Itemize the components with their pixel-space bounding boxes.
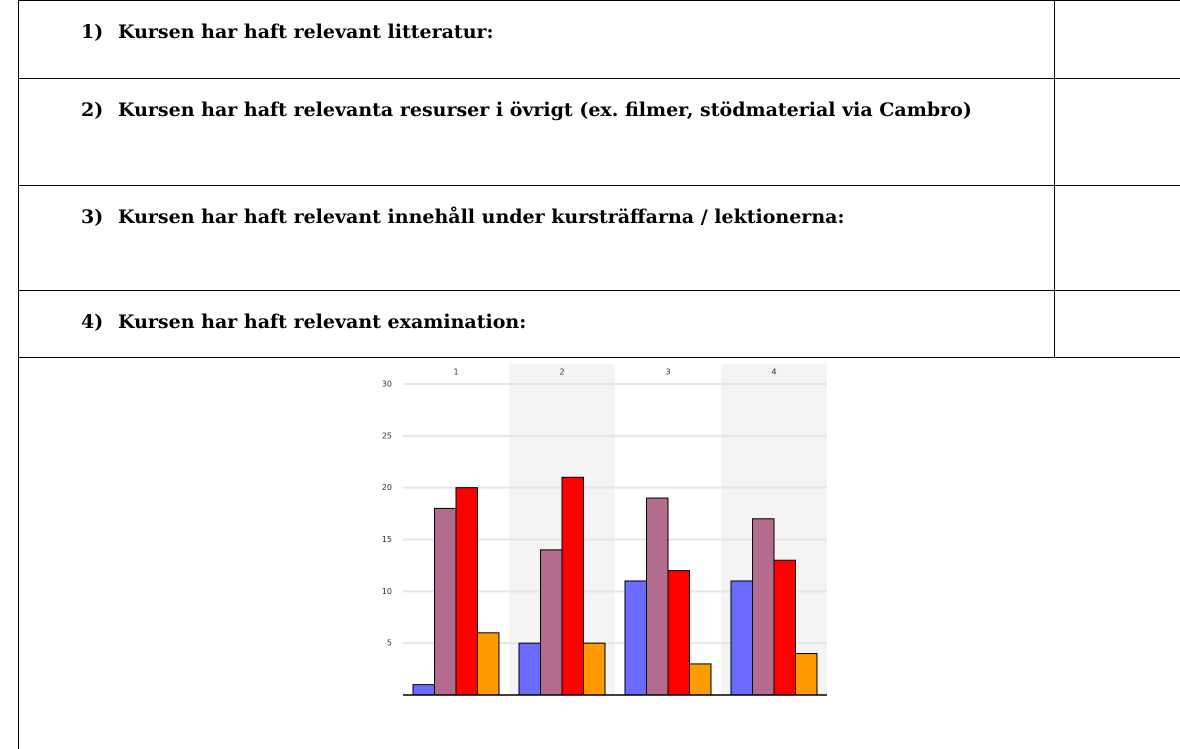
question: 3) Kursen har haft relevant innehåll unde… — [81, 202, 1001, 232]
bar — [434, 507, 457, 696]
question-row: 3) Kursen har haft relevant innehåll unde… — [18, 185, 1180, 290]
y-tick-label: 30 — [382, 380, 392, 389]
y-tick-label: 20 — [382, 483, 392, 492]
x-tick-label: 2 — [559, 368, 564, 377]
question-number: 2) — [81, 99, 104, 121]
y-tick-label: 25 — [382, 431, 392, 440]
bar — [455, 487, 478, 696]
bar — [730, 580, 753, 696]
bar — [540, 549, 563, 696]
bar — [624, 580, 647, 696]
question-text: Kursen har haft relevant examination: — [118, 311, 527, 333]
question-text: Kursen har haft relevanta resurser i övr… — [118, 99, 972, 121]
y-tick-label: 15 — [382, 535, 392, 544]
question-number: 1) — [81, 21, 104, 43]
bar — [412, 684, 435, 696]
bar — [773, 559, 796, 696]
x-tick-label: 1 — [453, 368, 458, 377]
question-number: 4) — [81, 311, 104, 333]
cell-divider — [1054, 291, 1055, 357]
bar — [795, 653, 818, 696]
cell-divider — [1054, 79, 1055, 185]
chart-cell — [18, 357, 1180, 749]
question-row: 1) Kursen har haft relevant litteratur: — [18, 0, 1180, 78]
question-text: Kursen har haft relevant litteratur: — [118, 21, 494, 43]
bar — [561, 476, 584, 696]
question: 2) Kursen har haft relevanta resurser i ö… — [81, 95, 1001, 125]
cell-divider — [1054, 1, 1055, 78]
bar — [646, 497, 669, 696]
y-tick-label: 10 — [382, 587, 392, 596]
bar — [667, 570, 690, 696]
question: 4) Kursen har haft relevant examination: — [81, 307, 1001, 337]
x-tick-label: 4 — [771, 368, 776, 377]
cell-divider — [1054, 186, 1055, 290]
bar — [518, 642, 541, 696]
bar — [583, 642, 606, 696]
question-text: Kursen har haft relevant innehåll under … — [118, 206, 845, 228]
question-number: 3) — [81, 206, 104, 228]
question-row: 4) Kursen har haft relevant examination: — [18, 290, 1180, 357]
question: 1) Kursen har haft relevant litteratur: — [81, 17, 1001, 47]
bar — [752, 518, 775, 696]
x-tick-label: 3 — [665, 368, 670, 377]
y-tick-label: 5 — [387, 639, 392, 648]
bar — [477, 632, 500, 696]
bar — [689, 663, 712, 696]
question-row: 2) Kursen har haft relevanta resurser i ö… — [18, 78, 1180, 185]
